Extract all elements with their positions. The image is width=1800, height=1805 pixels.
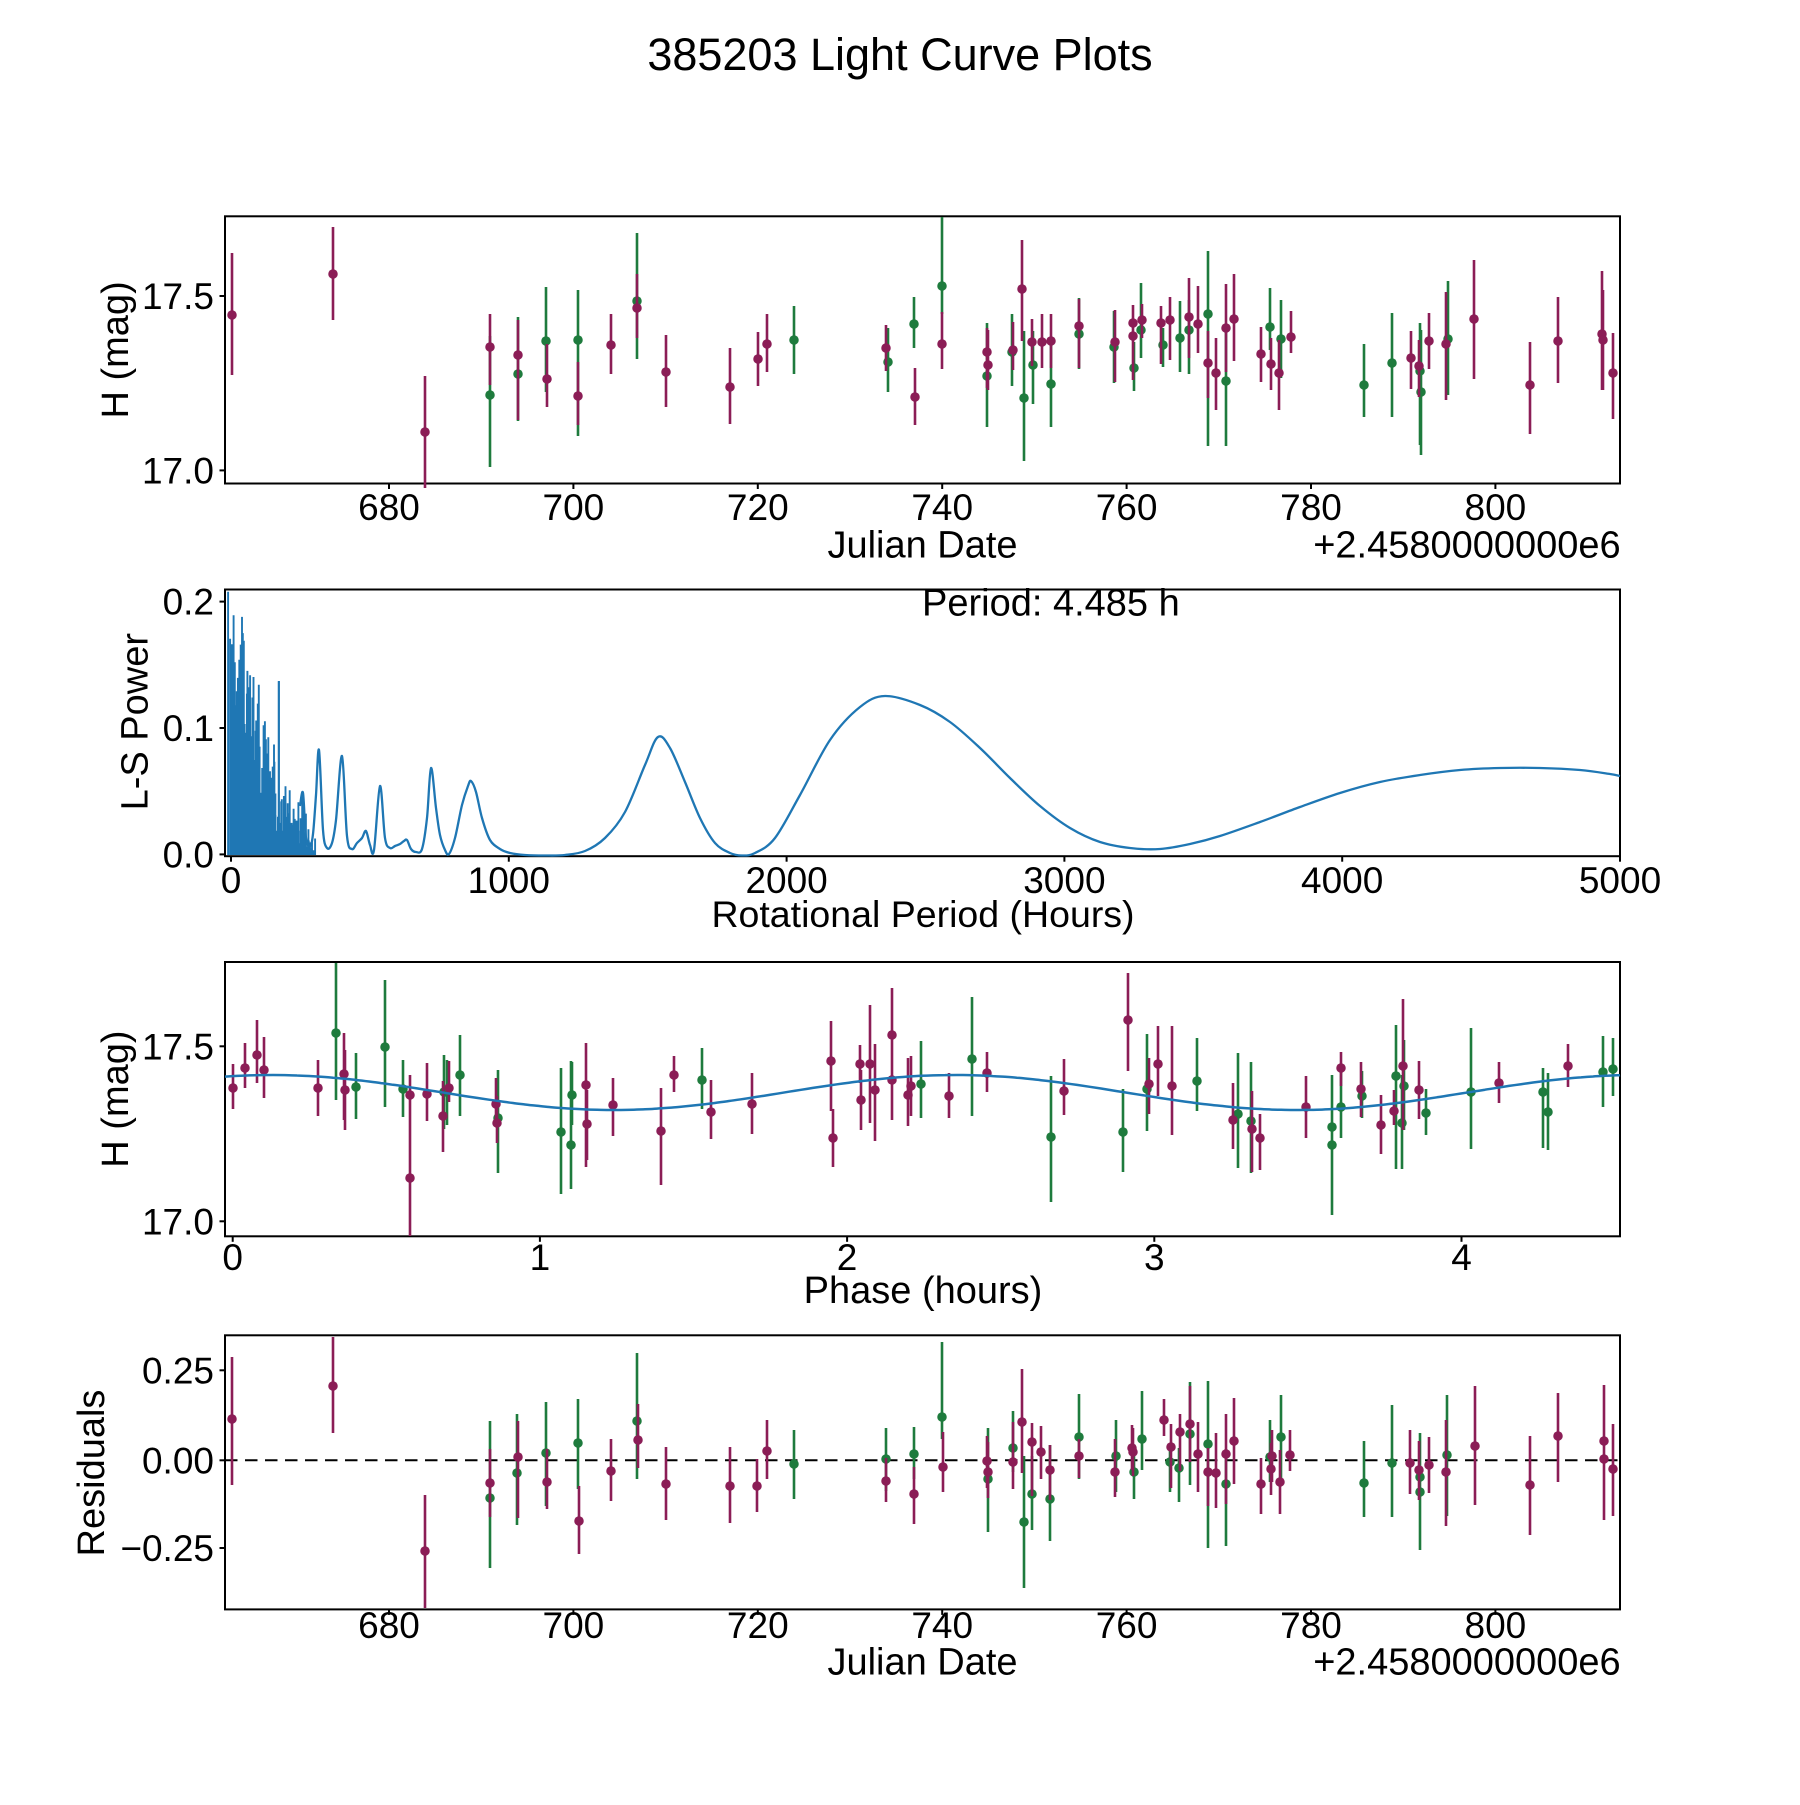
svg-text:Phase (hours): Phase (hours) <box>804 1270 1043 1312</box>
svg-text:760: 760 <box>1096 487 1158 528</box>
svg-text:Residuals: Residuals <box>71 1390 113 1557</box>
svg-text:Period: 4.485 h: Period: 4.485 h <box>922 583 1180 625</box>
svg-text:700: 700 <box>543 487 605 528</box>
svg-text:4000: 4000 <box>1301 860 1383 901</box>
svg-text:+2.4580000000e6: +2.4580000000e6 <box>1313 525 1621 567</box>
svg-text:0: 0 <box>221 860 242 901</box>
svg-text:Julian Date: Julian Date <box>827 1641 1017 1683</box>
svg-text:780: 780 <box>1280 487 1342 528</box>
svg-text:0.1: 0.1 <box>163 708 214 749</box>
svg-text:800: 800 <box>1465 487 1527 528</box>
svg-text:17.0: 17.0 <box>142 450 214 491</box>
svg-text:740: 740 <box>911 1605 973 1646</box>
svg-text:720: 720 <box>727 1605 789 1646</box>
svg-text:2: 2 <box>837 1237 858 1278</box>
svg-text:17.5: 17.5 <box>142 276 214 317</box>
svg-text:H (mag): H (mag) <box>95 1030 137 1167</box>
svg-text:Rotational Period (Hours): Rotational Period (Hours) <box>711 893 1134 935</box>
svg-text:3: 3 <box>1144 1237 1165 1278</box>
svg-text:4: 4 <box>1451 1237 1472 1278</box>
svg-text:385203 Light Curve Plots: 385203 Light Curve Plots <box>647 29 1152 80</box>
svg-text:680: 680 <box>358 487 420 528</box>
svg-text:17.5: 17.5 <box>142 1026 214 1067</box>
svg-text:5000: 5000 <box>1579 860 1661 901</box>
svg-text:760: 760 <box>1096 1605 1158 1646</box>
svg-text:0.00: 0.00 <box>142 1440 214 1481</box>
svg-text:17.0: 17.0 <box>142 1201 214 1242</box>
svg-text:H (mag): H (mag) <box>95 281 137 418</box>
svg-text:+2.4580000000e6: +2.4580000000e6 <box>1313 1641 1621 1683</box>
svg-text:0: 0 <box>222 1237 243 1278</box>
svg-text:Julian Date: Julian Date <box>827 525 1017 567</box>
svg-text:−0.25: −0.25 <box>120 1528 214 1569</box>
svg-text:700: 700 <box>543 1605 605 1646</box>
svg-text:0.2: 0.2 <box>163 582 214 623</box>
svg-text:780: 780 <box>1280 1605 1342 1646</box>
svg-text:0.25: 0.25 <box>142 1350 214 1391</box>
svg-text:800: 800 <box>1465 1605 1527 1646</box>
svg-text:1: 1 <box>530 1237 551 1278</box>
svg-text:L-S Power: L-S Power <box>115 633 157 811</box>
svg-text:0.0: 0.0 <box>163 834 214 875</box>
svg-text:740: 740 <box>911 487 973 528</box>
svg-text:680: 680 <box>358 1605 420 1646</box>
svg-text:3000: 3000 <box>1023 860 1105 901</box>
svg-text:2000: 2000 <box>745 860 827 901</box>
svg-text:720: 720 <box>727 487 789 528</box>
svg-text:1000: 1000 <box>468 860 550 901</box>
